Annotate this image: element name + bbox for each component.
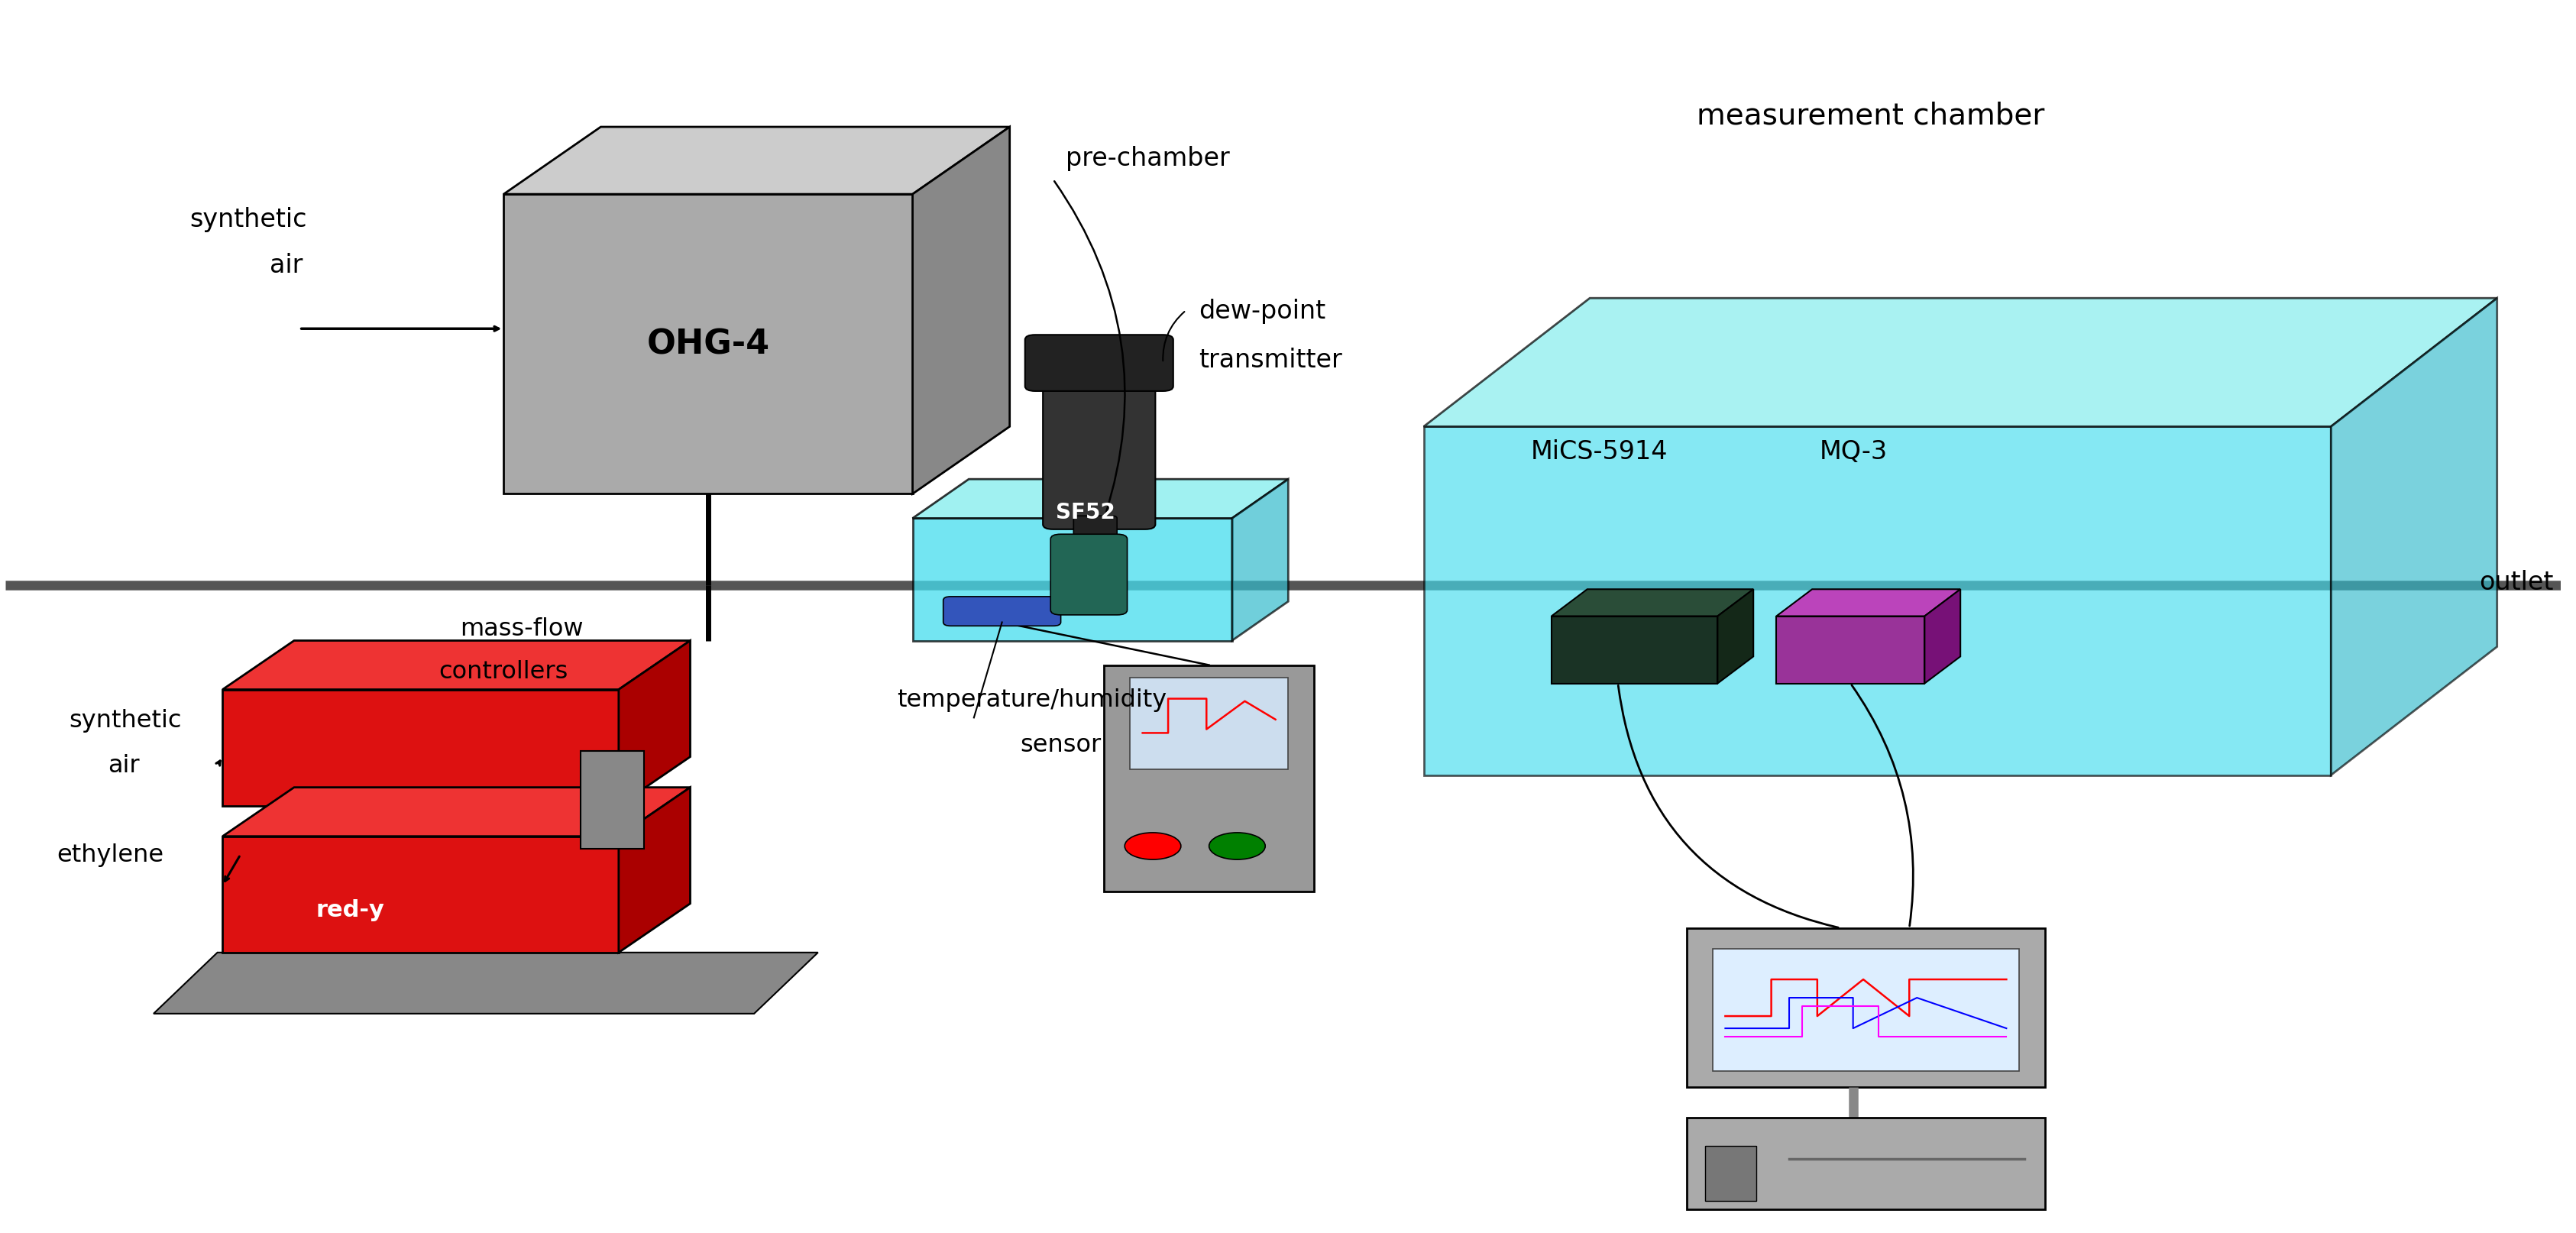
Text: OHG-4: OHG-4 xyxy=(647,328,770,361)
Text: air: air xyxy=(108,753,139,778)
Text: red-y: red-y xyxy=(317,899,384,921)
FancyBboxPatch shape xyxy=(1025,335,1172,392)
FancyBboxPatch shape xyxy=(1051,535,1126,615)
FancyBboxPatch shape xyxy=(1128,678,1288,769)
Text: synthetic: synthetic xyxy=(70,709,183,732)
FancyBboxPatch shape xyxy=(1105,666,1314,891)
Polygon shape xyxy=(1718,589,1752,684)
FancyBboxPatch shape xyxy=(1687,1117,2045,1210)
FancyBboxPatch shape xyxy=(1687,928,2045,1088)
Polygon shape xyxy=(618,641,690,806)
Polygon shape xyxy=(1425,427,2331,776)
FancyBboxPatch shape xyxy=(943,597,1061,626)
Polygon shape xyxy=(1775,589,1960,616)
Bar xyxy=(1705,1145,1754,1201)
Polygon shape xyxy=(1425,298,2496,427)
Polygon shape xyxy=(222,641,690,689)
Polygon shape xyxy=(912,127,1010,494)
Polygon shape xyxy=(502,195,912,494)
Polygon shape xyxy=(502,127,1010,195)
Text: controllers: controllers xyxy=(438,660,569,683)
Polygon shape xyxy=(1775,616,1924,684)
Text: pre-chamber: pre-chamber xyxy=(1066,145,1229,170)
FancyBboxPatch shape xyxy=(1713,949,2020,1071)
Bar xyxy=(580,751,644,848)
Text: mass-flow: mass-flow xyxy=(459,616,582,641)
Text: MQ-3: MQ-3 xyxy=(1819,439,1888,464)
Text: synthetic: synthetic xyxy=(191,207,307,232)
Polygon shape xyxy=(155,953,817,1014)
FancyBboxPatch shape xyxy=(1074,517,1115,613)
Polygon shape xyxy=(2331,298,2496,776)
Polygon shape xyxy=(222,836,618,953)
Polygon shape xyxy=(912,519,1231,641)
Text: SF52: SF52 xyxy=(1056,502,1115,523)
Circle shape xyxy=(1123,832,1180,859)
Text: ethylene: ethylene xyxy=(57,843,162,867)
Text: MiCS-5914: MiCS-5914 xyxy=(1530,439,1667,464)
Text: outlet: outlet xyxy=(2478,570,2553,594)
Polygon shape xyxy=(222,689,618,806)
Text: air: air xyxy=(270,253,304,279)
Polygon shape xyxy=(222,788,690,836)
Polygon shape xyxy=(1231,480,1288,641)
Circle shape xyxy=(1208,832,1265,859)
Polygon shape xyxy=(912,480,1288,519)
Text: measurement chamber: measurement chamber xyxy=(1698,101,2045,129)
Polygon shape xyxy=(618,788,690,953)
FancyBboxPatch shape xyxy=(1043,380,1154,530)
Text: dew-point: dew-point xyxy=(1198,298,1324,323)
Text: temperature/humidity: temperature/humidity xyxy=(896,688,1167,711)
Text: sensor: sensor xyxy=(1020,732,1100,757)
Polygon shape xyxy=(1924,589,1960,684)
Polygon shape xyxy=(1551,589,1752,616)
Text: transmitter: transmitter xyxy=(1198,348,1342,372)
Polygon shape xyxy=(1551,616,1718,684)
FancyBboxPatch shape xyxy=(1767,1120,1960,1160)
